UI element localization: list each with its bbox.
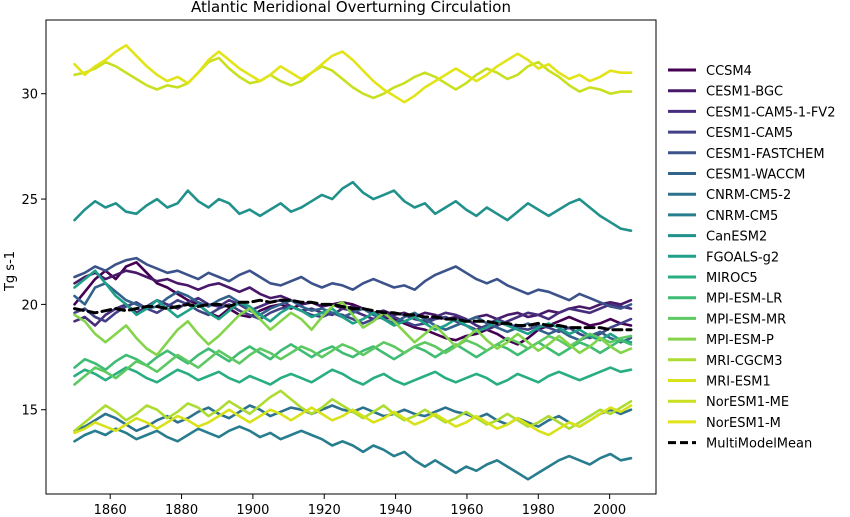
x-tick-label: 2000 <box>593 503 626 517</box>
legend-item: MRI-CGCM3 <box>668 354 783 369</box>
legend-label: CESM1-FASTCHEM <box>706 147 825 162</box>
legend-label: MRI-CGCM3 <box>706 354 783 369</box>
legend-item: CanESM2 <box>668 230 767 245</box>
x-tick-label: 1900 <box>236 503 269 517</box>
x-tick-label: 1920 <box>308 503 341 517</box>
series-line-mpi-esm-p <box>73 300 633 357</box>
legend-label: CNRM-CM5 <box>706 209 778 224</box>
legend-label: CESM1-CAM5-1-FV2 <box>706 105 835 120</box>
y-tick-label: 20 <box>21 298 38 313</box>
legend-label: CNRM-CM5-2 <box>706 188 791 203</box>
legend-item: MIROC5 <box>668 271 758 286</box>
series-line-mri-cgcm3 <box>73 389 633 433</box>
legend-item: CESM1-BGC <box>668 85 783 100</box>
legend-item: NorESM1-ME <box>668 395 789 410</box>
legend-label: CCSM4 <box>706 64 752 79</box>
legend-item: MultiModelMean <box>668 437 812 452</box>
series-line-multimodelmean <box>73 298 633 332</box>
legend-label: CESM1-BGC <box>706 85 783 100</box>
series-line-mri-esm1 <box>73 404 633 437</box>
x-tick-label: 1860 <box>94 503 127 517</box>
series-line-cesm1-waccm <box>73 281 633 344</box>
legend-label: CESM1-CAM5 <box>706 126 793 141</box>
axes: 1860 1880 1900 1920 1940 1960 1980 2000 15 20 25 30 <box>21 19 657 517</box>
y-tick-label: 25 <box>21 193 38 208</box>
y-tick-label: 15 <box>21 404 38 419</box>
legend-label: MPI-ESM-LR <box>706 292 782 307</box>
legend-label: MIROC5 <box>706 271 758 286</box>
legend-item: MRI-ESM1 <box>668 375 771 390</box>
legend-item: MPI-ESM-MR <box>668 312 786 327</box>
legend-item: FGOALS-g2 <box>668 250 779 265</box>
legend-label: NorESM1-ME <box>706 395 789 410</box>
series-line-canesm2 <box>73 180 633 232</box>
x-tick-label: 1960 <box>450 503 483 517</box>
legend: CCSM4 CESM1-BGC CESM1-CAM5-1-FV2 CESM1-CAM5… <box>668 64 835 452</box>
legend-item: CNRM-CM5-2 <box>668 188 791 203</box>
series-line-miroc5 <box>73 366 633 386</box>
legend-item: CCSM4 <box>668 64 752 79</box>
y-tick-label: 30 <box>21 88 38 103</box>
chart-title: Atlantic Meridional Overturning Circulat… <box>191 0 511 16</box>
legend-label: NorESM1-M <box>706 416 781 431</box>
legend-item: CNRM-CM5 <box>668 209 778 224</box>
plot-lines <box>73 43 633 481</box>
x-tick-label: 1940 <box>379 503 412 517</box>
legend-item: CESM1-CAM5 <box>668 126 793 141</box>
series-line-cesm1-cam5-1-fv2 <box>73 296 633 332</box>
legend-label: CESM1-WACCM <box>706 168 805 183</box>
series-line-noresm1-me <box>73 56 633 100</box>
series-line-mpi-esm-mr <box>73 332 633 386</box>
y-axis-label: Tg s-1 <box>3 251 18 292</box>
legend-item: CESM1-CAM5-1-FV2 <box>668 105 835 120</box>
legend-item: CESM1-FASTCHEM <box>668 147 825 162</box>
legend-label: MPI-ESM-P <box>706 333 774 348</box>
legend-item: CESM1-WACCM <box>668 168 805 183</box>
series-line-cesm1-fastchem <box>73 256 633 310</box>
series-line-cnrm-cm5 <box>73 425 633 481</box>
legend-label: MRI-ESM1 <box>706 375 771 390</box>
legend-item: NorESM1-M <box>668 416 781 431</box>
x-tick-label: 1980 <box>522 503 555 517</box>
legend-label: FGOALS-g2 <box>706 250 779 265</box>
x-tick-label: 1880 <box>165 503 198 517</box>
legend-label: MultiModelMean <box>706 437 812 452</box>
legend-item: MPI-ESM-P <box>668 333 774 348</box>
legend-label: MPI-ESM-MR <box>706 312 786 327</box>
series-line-noresm1-m <box>73 43 633 104</box>
series-line-cesm1-cam5 <box>73 298 633 340</box>
legend-label: CanESM2 <box>706 230 767 245</box>
legend-item: MPI-ESM-LR <box>668 292 782 307</box>
plot-frame <box>45 19 657 495</box>
